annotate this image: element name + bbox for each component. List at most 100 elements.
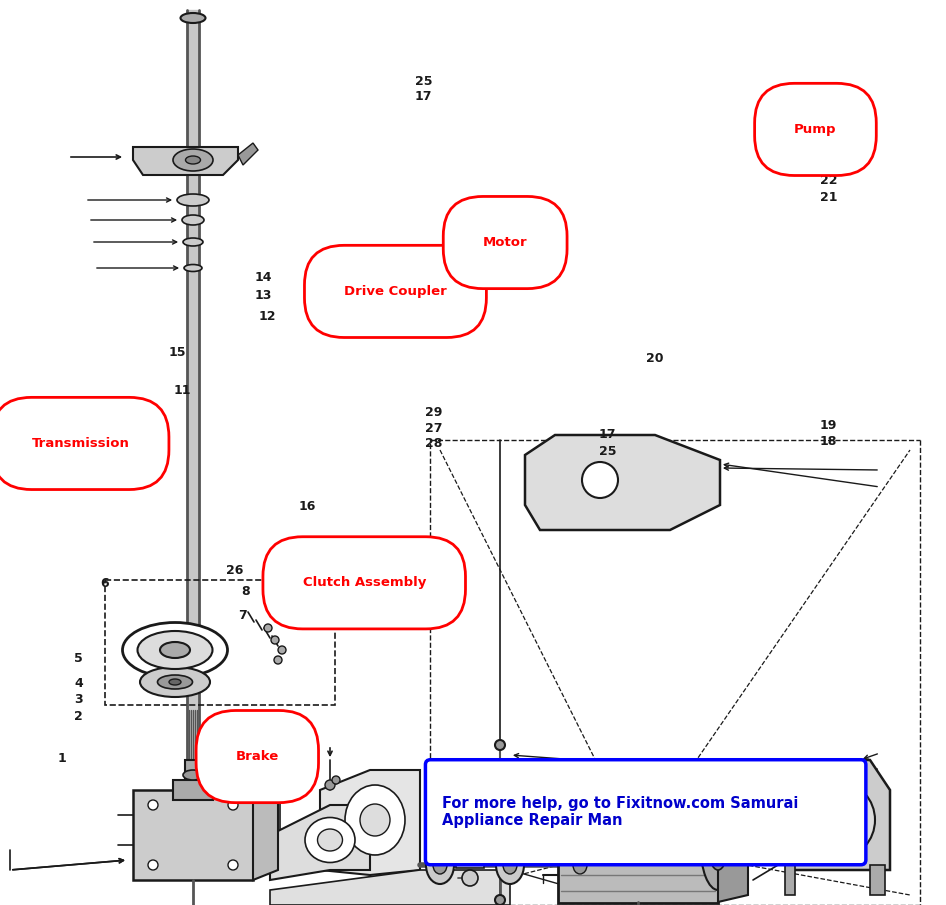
Text: 25: 25 bbox=[415, 75, 432, 88]
Text: 4: 4 bbox=[74, 677, 83, 690]
Text: 11: 11 bbox=[174, 385, 191, 397]
Text: 25: 25 bbox=[599, 445, 616, 458]
Ellipse shape bbox=[503, 856, 517, 874]
Text: Pump: Pump bbox=[795, 123, 836, 136]
Ellipse shape bbox=[360, 804, 390, 836]
Polygon shape bbox=[718, 788, 748, 902]
Text: 19: 19 bbox=[820, 419, 837, 432]
Text: Clutch Assembly: Clutch Assembly bbox=[303, 576, 426, 589]
Ellipse shape bbox=[140, 667, 210, 697]
Text: 26: 26 bbox=[226, 564, 243, 576]
Ellipse shape bbox=[573, 856, 587, 874]
Text: 27: 27 bbox=[425, 422, 442, 434]
Text: For more help, go to Fixitnow.com Samurai
Appliance Repair Man: For more help, go to Fixitnow.com Samura… bbox=[443, 796, 798, 828]
FancyBboxPatch shape bbox=[133, 790, 253, 880]
Polygon shape bbox=[320, 770, 420, 875]
Ellipse shape bbox=[708, 820, 728, 870]
Text: 8: 8 bbox=[241, 586, 251, 598]
Text: Transmission: Transmission bbox=[31, 437, 130, 450]
Ellipse shape bbox=[426, 846, 454, 884]
Ellipse shape bbox=[122, 623, 227, 678]
Ellipse shape bbox=[183, 770, 203, 780]
Ellipse shape bbox=[318, 829, 342, 851]
Text: 16: 16 bbox=[299, 500, 316, 513]
Text: Drive Coupler: Drive Coupler bbox=[344, 285, 447, 298]
FancyBboxPatch shape bbox=[870, 865, 885, 895]
Text: 14: 14 bbox=[254, 272, 272, 284]
Circle shape bbox=[495, 895, 505, 905]
Circle shape bbox=[228, 800, 238, 810]
Ellipse shape bbox=[184, 264, 202, 272]
Ellipse shape bbox=[456, 843, 484, 853]
Polygon shape bbox=[270, 870, 510, 905]
FancyBboxPatch shape bbox=[456, 848, 484, 868]
Text: 12: 12 bbox=[259, 310, 276, 323]
Ellipse shape bbox=[819, 797, 861, 843]
Ellipse shape bbox=[185, 156, 201, 164]
Polygon shape bbox=[270, 805, 370, 880]
Text: 17: 17 bbox=[599, 428, 616, 441]
Ellipse shape bbox=[177, 194, 209, 206]
Text: 1: 1 bbox=[57, 752, 66, 765]
Text: 29: 29 bbox=[425, 406, 442, 419]
Ellipse shape bbox=[700, 800, 735, 890]
Ellipse shape bbox=[182, 215, 204, 225]
Ellipse shape bbox=[181, 13, 205, 23]
Text: 13: 13 bbox=[254, 289, 272, 301]
Text: 21: 21 bbox=[820, 158, 837, 171]
Polygon shape bbox=[133, 147, 238, 175]
Polygon shape bbox=[253, 780, 278, 880]
Ellipse shape bbox=[566, 846, 594, 884]
Text: 22: 22 bbox=[820, 175, 837, 187]
FancyBboxPatch shape bbox=[173, 780, 213, 800]
Circle shape bbox=[582, 462, 618, 498]
Circle shape bbox=[148, 860, 158, 870]
Text: 10: 10 bbox=[39, 432, 56, 444]
Text: Motor: Motor bbox=[482, 236, 528, 249]
Circle shape bbox=[325, 780, 335, 790]
Ellipse shape bbox=[498, 827, 518, 862]
Ellipse shape bbox=[831, 810, 849, 830]
Ellipse shape bbox=[183, 238, 203, 246]
Circle shape bbox=[462, 870, 478, 886]
Circle shape bbox=[264, 624, 272, 632]
Circle shape bbox=[274, 656, 282, 664]
Text: Brake: Brake bbox=[236, 750, 279, 763]
Ellipse shape bbox=[137, 631, 213, 669]
Text: 20: 20 bbox=[646, 352, 663, 365]
Polygon shape bbox=[790, 760, 890, 870]
Ellipse shape bbox=[805, 783, 875, 858]
Polygon shape bbox=[238, 143, 258, 165]
Text: 6: 6 bbox=[100, 577, 110, 590]
Text: 28: 28 bbox=[425, 437, 442, 450]
Polygon shape bbox=[525, 435, 720, 530]
Text: 2: 2 bbox=[74, 710, 83, 723]
Ellipse shape bbox=[157, 675, 192, 689]
Text: 15: 15 bbox=[168, 347, 185, 359]
Text: 21: 21 bbox=[820, 191, 837, 204]
Ellipse shape bbox=[160, 642, 190, 658]
Ellipse shape bbox=[456, 824, 484, 852]
Text: 5: 5 bbox=[74, 653, 83, 665]
Circle shape bbox=[332, 776, 340, 784]
Text: 3: 3 bbox=[74, 693, 83, 706]
Ellipse shape bbox=[345, 785, 405, 855]
Ellipse shape bbox=[169, 679, 181, 685]
FancyBboxPatch shape bbox=[185, 760, 201, 835]
Circle shape bbox=[228, 860, 238, 870]
Ellipse shape bbox=[496, 846, 524, 884]
Circle shape bbox=[495, 740, 505, 750]
Text: 7: 7 bbox=[237, 609, 247, 622]
Ellipse shape bbox=[463, 831, 477, 845]
Circle shape bbox=[271, 636, 279, 644]
Text: 17: 17 bbox=[415, 90, 432, 103]
Circle shape bbox=[278, 646, 286, 654]
Ellipse shape bbox=[305, 817, 355, 862]
FancyBboxPatch shape bbox=[785, 865, 795, 895]
Ellipse shape bbox=[433, 856, 447, 874]
FancyBboxPatch shape bbox=[778, 805, 793, 865]
FancyBboxPatch shape bbox=[723, 805, 758, 850]
Ellipse shape bbox=[173, 149, 213, 171]
FancyBboxPatch shape bbox=[426, 759, 866, 865]
Circle shape bbox=[148, 800, 158, 810]
